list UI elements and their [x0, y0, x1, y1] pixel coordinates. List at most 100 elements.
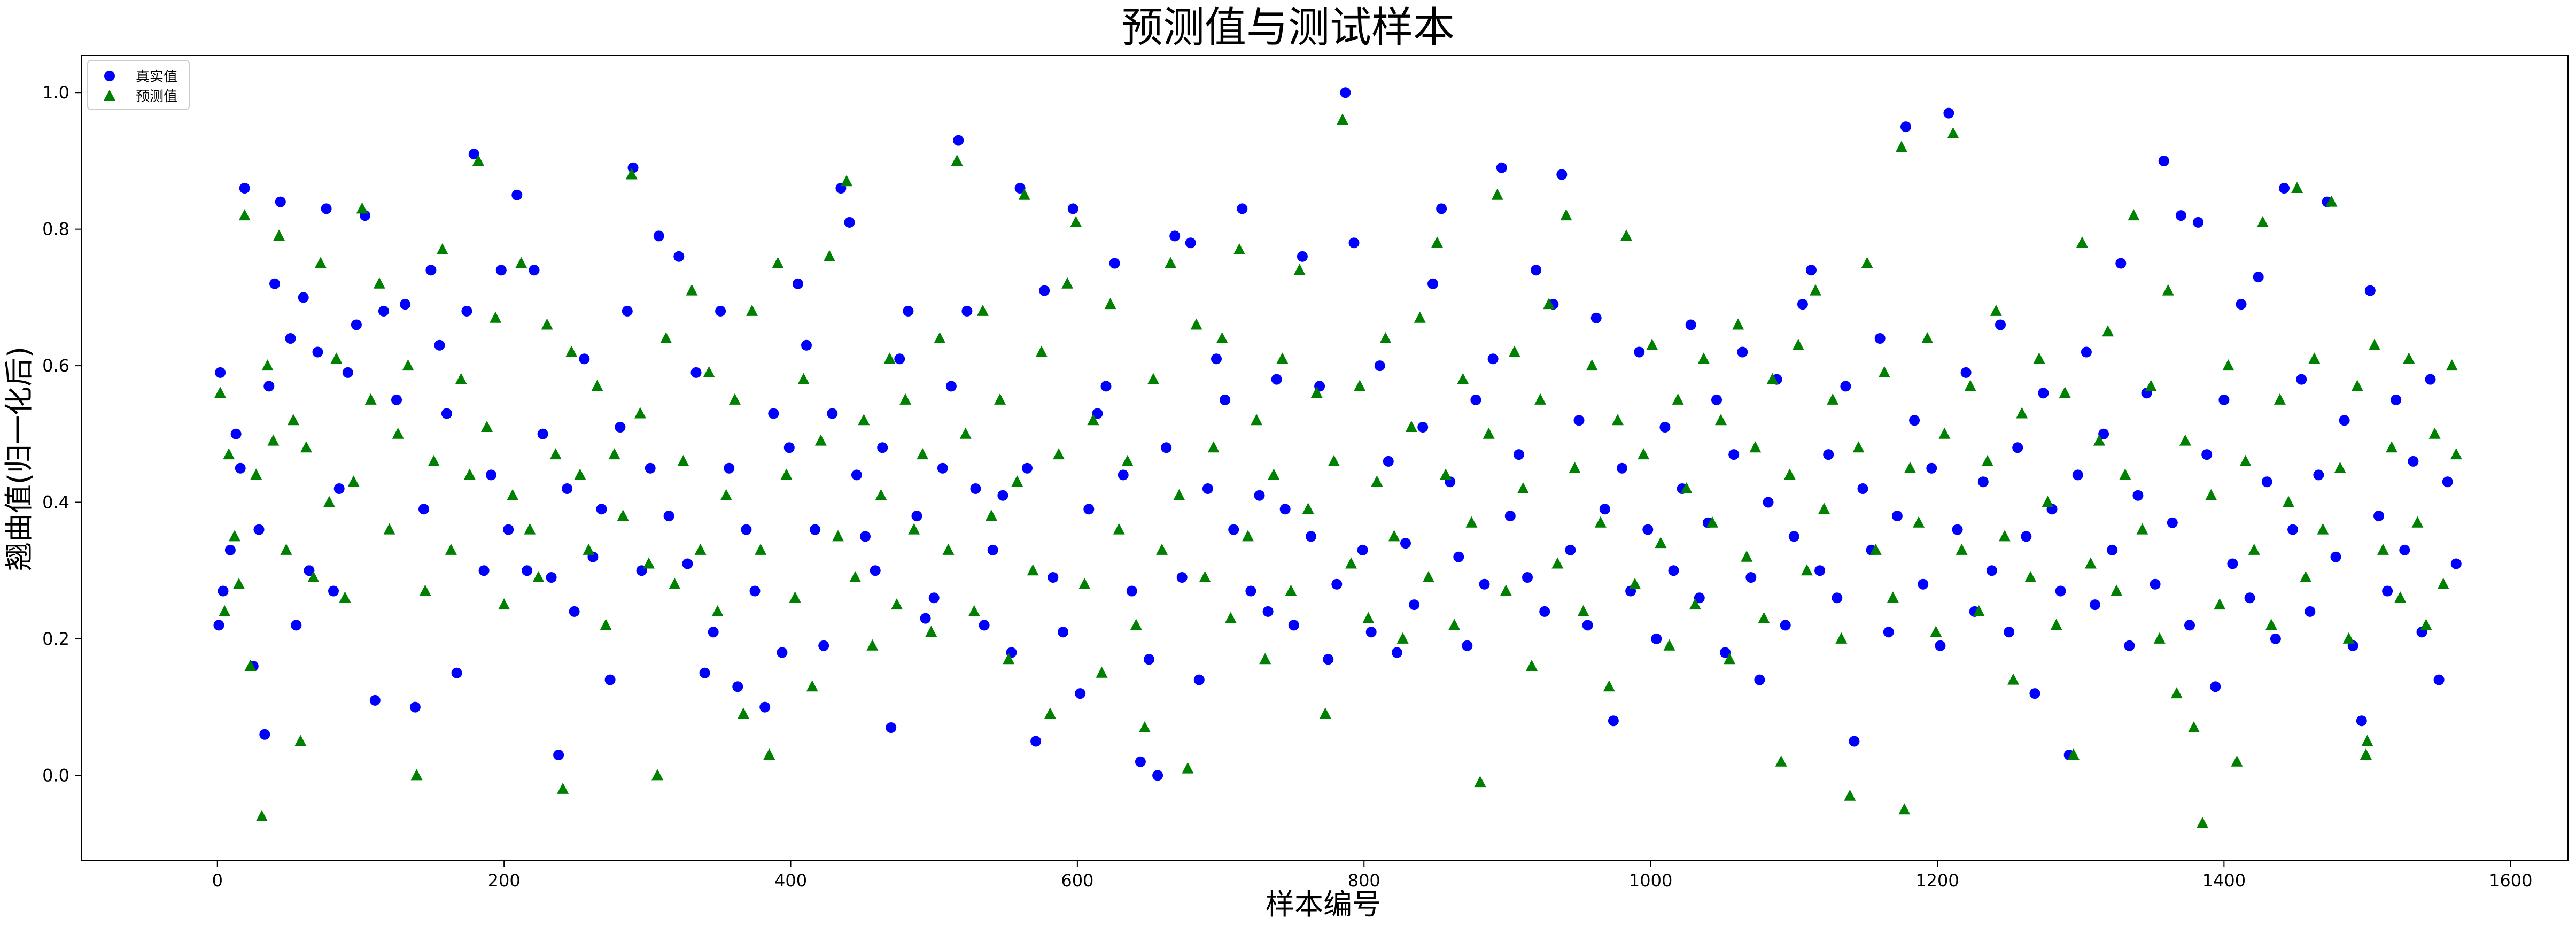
data-point-series-1	[604, 674, 616, 685]
data-point-series-2	[2248, 543, 2260, 555]
data-point-series-2	[1053, 448, 1065, 460]
data-point-series-1	[1582, 620, 1593, 631]
data-point-series-2	[1190, 318, 1202, 330]
data-point-series-1	[810, 524, 821, 535]
y-tick-label: 0.8	[42, 219, 69, 240]
data-point-series-1	[987, 544, 998, 555]
data-point-series-1	[615, 422, 626, 433]
data-point-series-1	[2150, 578, 2161, 590]
data-point-series-1	[2373, 511, 2384, 522]
data-point-series-1	[553, 750, 564, 760]
data-point-series-1	[749, 585, 761, 597]
data-point-series-2	[472, 155, 484, 166]
data-point-series-1	[2132, 490, 2144, 501]
data-point-series-2	[1629, 577, 1641, 589]
axes-frame	[81, 55, 2569, 861]
data-point-series-1	[1193, 674, 1205, 685]
data-point-series-2	[1310, 387, 1323, 398]
data-point-series-2	[583, 543, 595, 555]
data-point-series-2	[1173, 489, 1185, 500]
data-point-series-2	[445, 543, 457, 555]
data-point-series-1	[441, 408, 452, 419]
data-point-series-2	[1396, 632, 1409, 644]
data-point-series-1	[1067, 203, 1078, 214]
data-point-series-2	[951, 155, 963, 166]
x-tick-label: 1200	[1915, 870, 1959, 891]
data-point-series-2	[1534, 393, 1547, 405]
data-point-series-2	[2084, 557, 2097, 569]
data-point-series-2	[1904, 461, 1916, 473]
data-point-series-1	[2038, 388, 2049, 399]
data-point-series-2	[2291, 182, 2303, 193]
data-point-series-1	[342, 367, 353, 378]
data-point-series-2	[976, 304, 989, 316]
data-point-series-2	[711, 605, 724, 616]
data-point-series-1	[1297, 251, 1308, 262]
data-point-series-2	[1938, 427, 1951, 439]
data-point-series-2	[1035, 345, 1048, 357]
data-point-series-1	[2425, 374, 2436, 385]
data-point-series-2	[1276, 352, 1289, 364]
legend-marker-circle	[104, 71, 115, 81]
data-point-series-1	[1383, 456, 1394, 467]
data-point-series-1	[777, 647, 788, 658]
data-point-series-1	[2227, 558, 2238, 569]
data-point-series-1	[1531, 265, 1542, 276]
data-point-series-1	[333, 483, 345, 494]
data-point-series-1	[645, 462, 656, 474]
data-point-series-1	[877, 442, 888, 453]
y-axis: 0.0 0.2 0.4 0.6 0.8 1.0	[42, 82, 81, 785]
data-point-series-2	[339, 591, 351, 603]
data-point-series-2	[294, 735, 307, 746]
data-point-series-2	[2437, 577, 2449, 589]
data-point-series-2	[1483, 427, 1495, 439]
data-point-series-2	[1087, 414, 1099, 426]
data-point-series-2	[1981, 454, 1993, 466]
data-point-series-2	[2428, 427, 2441, 439]
data-point-series-2	[1414, 311, 1426, 323]
data-point-series-1	[1470, 394, 1481, 405]
data-point-series-2	[1878, 366, 1890, 377]
data-point-series-1	[894, 353, 905, 365]
data-point-series-2	[2024, 571, 2037, 582]
data-point-series-2	[1724, 653, 1736, 665]
data-point-series-1	[961, 305, 973, 317]
data-point-series-2	[238, 209, 251, 221]
data-point-series-1	[2296, 374, 2307, 385]
data-point-series-2	[1362, 612, 1375, 623]
data-point-series-2	[1285, 584, 1297, 596]
data-point-series-2	[255, 810, 268, 821]
data-point-series-2	[1259, 653, 1271, 665]
data-point-series-2	[1560, 209, 1572, 221]
data-point-series-1	[328, 585, 339, 597]
data-point-series-2	[356, 202, 368, 214]
data-point-series-1	[1900, 121, 1911, 133]
data-point-series-2	[1440, 468, 1452, 480]
data-point-series-1	[1039, 285, 1050, 296]
data-point-series-2	[233, 577, 245, 589]
data-point-series-1	[2175, 210, 2186, 221]
data-point-series-1	[2236, 299, 2247, 310]
data-point-series-2	[1070, 215, 1082, 227]
data-point-series-1	[724, 462, 735, 474]
data-point-series-2	[1354, 380, 1366, 391]
data-point-series-1	[2364, 285, 2376, 296]
data-point-series-2	[925, 626, 937, 637]
data-point-series-2	[2007, 673, 2020, 685]
data-point-series-1	[870, 565, 881, 576]
data-point-series-2	[2308, 352, 2321, 364]
data-point-series-1	[732, 681, 743, 692]
data-point-series-1	[400, 299, 411, 310]
data-point-series-2	[1319, 707, 1331, 719]
data-point-series-1	[529, 265, 540, 276]
data-point-series-1	[1797, 299, 1808, 310]
data-point-series-2	[524, 523, 536, 535]
data-point-series-1	[503, 524, 514, 535]
data-point-series-2	[1655, 537, 1667, 549]
data-point-series-1	[1417, 422, 1429, 433]
data-point-series-2	[214, 387, 227, 398]
data-point-series-2	[1457, 373, 1469, 384]
data-point-series-2	[1603, 680, 1615, 692]
data-point-series-2	[1947, 127, 1959, 138]
data-point-series-2	[364, 393, 377, 405]
